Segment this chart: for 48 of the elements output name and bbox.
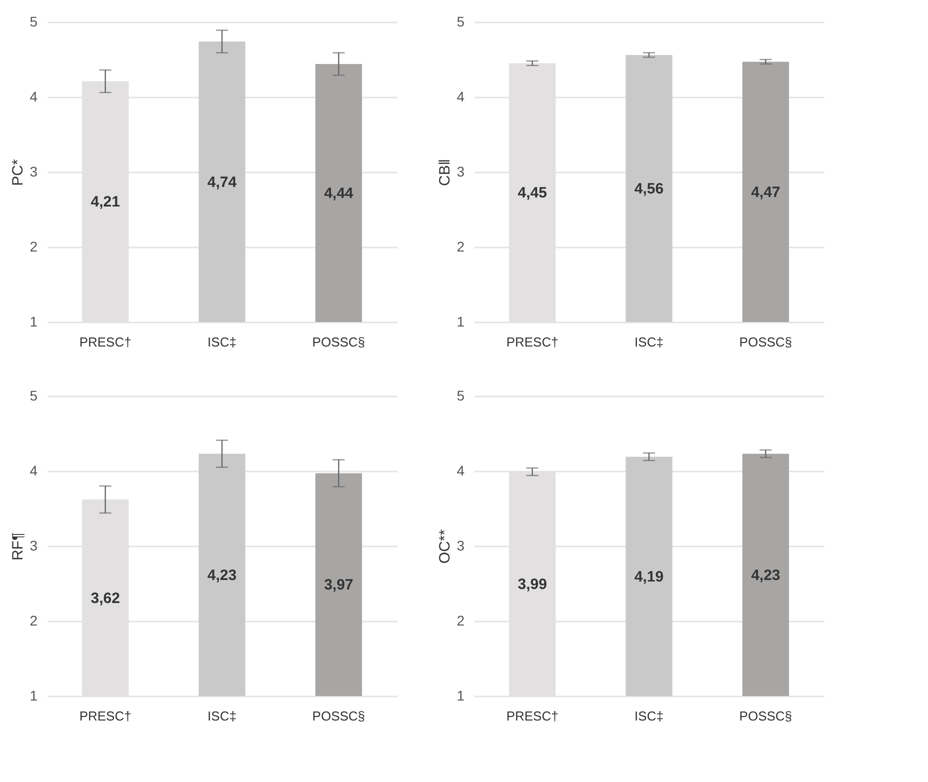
data-label: 4,56 [634,180,664,198]
y-axis-title: RF¶ [10,532,27,561]
y-tick-label: 5 [30,388,38,404]
x-tick-label: POSSC§ [739,708,792,724]
y-tick-label: 4 [30,462,38,478]
x-tick-label: ISC‡ [208,334,236,350]
x-tick-label: ISC‡ [634,334,664,350]
x-tick-label: PRESC† [79,334,132,350]
y-tick-label: 4 [456,88,465,104]
y-tick-label: 2 [456,238,465,254]
y-tick-label: 2 [456,612,465,628]
data-label: 3,99 [518,576,547,593]
data-label: 4,44 [324,185,354,202]
y-axis-title: PC* [10,159,27,186]
y-tick-label: 5 [456,388,465,404]
data-label: 4,23 [207,566,237,584]
x-tick-label: PRESC† [79,708,132,724]
x-tick-label: POSSC§ [739,334,792,350]
y-tick-label: 4 [456,462,465,478]
y-axis-title: OC** [436,529,454,564]
data-label: 4,74 [207,174,238,191]
y-tick-label: 5 [30,14,38,30]
data-label: 4,21 [90,194,120,211]
y-tick-label: 3 [456,538,465,554]
x-tick-label: ISC‡ [208,708,236,724]
data-label: 3,62 [90,590,120,607]
y-tick-label: 4 [30,88,38,104]
y-tick-label: 3 [30,164,38,180]
data-label: 4,19 [634,568,664,586]
x-tick-label: PRESC† [506,708,558,724]
y-tick-label: 2 [30,238,38,254]
y-axis-title: CB‖ [436,158,454,186]
x-tick-label: PRESC† [506,334,558,350]
y-tick-label: 3 [456,164,465,180]
data-label: 4,45 [518,184,547,202]
x-tick-label: ISC‡ [634,708,664,724]
data-label: 4,47 [751,184,780,201]
y-tick-label: 2 [30,612,38,628]
y-tick-label: 1 [30,688,38,704]
y-tick-label: 1 [456,688,465,704]
x-tick-label: POSSC§ [312,334,366,350]
data-label: 4,23 [751,566,780,584]
x-tick-label: POSSC§ [312,708,366,724]
y-tick-label: 1 [30,314,38,330]
y-tick-label: 3 [30,538,38,554]
y-tick-label: 5 [456,14,465,30]
y-tick-label: 1 [456,314,465,330]
data-label: 3,97 [324,576,354,594]
